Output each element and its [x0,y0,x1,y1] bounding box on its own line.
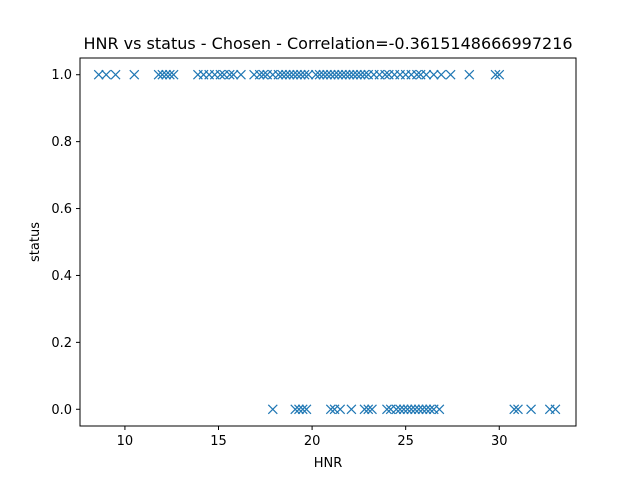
data-point [318,69,329,80]
chart-title: HNR vs status - Chosen - Correlation=-0.… [83,34,572,53]
data-point [267,404,278,415]
data-point [314,69,325,80]
data-point [494,69,505,80]
x-axis-label: HNR [314,456,343,471]
data-point [153,69,164,80]
data-point [421,404,432,415]
data-points [93,69,561,415]
data-point [359,69,370,80]
data-point [161,69,172,80]
data-point [395,404,405,415]
data-point [509,404,520,415]
data-point [292,69,303,80]
data-point [301,404,312,415]
data-point [322,69,332,80]
data-point [295,69,306,80]
data-point [490,69,501,80]
data-point [417,404,428,415]
data-point [526,404,537,415]
data-point [310,69,321,80]
x-tick-label: 15 [210,434,227,449]
data-point [333,69,344,80]
y-tick-label: 0.4 [51,269,72,284]
data-point [402,404,413,415]
plot-area-frame [79,57,577,427]
y-axis-ticks: 0.0 0.2 0.4 0.6 0.8 1.0 [51,68,80,418]
data-point [380,69,391,80]
data-point [410,404,420,415]
data-point [303,69,314,80]
data-point [335,404,346,415]
data-point [348,69,359,80]
data-point [325,69,336,80]
x-tick-label: 10 [117,434,134,449]
data-point [337,69,347,80]
data-point [290,404,301,415]
data-point [254,69,265,80]
data-point [340,69,351,80]
data-point [359,404,370,415]
x-tick-label: 20 [304,434,321,449]
y-tick-label: 1.0 [51,68,72,83]
data-point [284,69,295,80]
x-axis-ticks: 10 15 20 25 30 [117,426,508,449]
data-point [164,69,175,80]
data-point [367,404,377,415]
data-point [434,404,445,415]
data-point [346,404,357,415]
data-point [421,69,432,80]
data-point [550,404,561,415]
data-point [224,69,235,80]
y-tick-label: 0.8 [51,135,72,150]
data-point [277,69,288,80]
data-point [344,69,355,80]
data-point [299,69,310,80]
data-point [236,69,246,80]
data-point [428,69,439,80]
y-axis-label: status [28,222,43,262]
data-point [294,404,304,415]
data-point [168,69,179,80]
data-point [513,404,523,415]
data-point [325,404,336,415]
data-point [101,69,112,80]
data-point [329,69,340,80]
data-point [215,69,226,80]
data-point [436,69,447,80]
data-point [391,404,402,415]
data-point [425,404,435,415]
data-point [228,69,239,80]
data-point [129,69,140,80]
x-tick-label: 25 [397,434,414,449]
data-point [363,404,374,415]
data-point [273,69,284,80]
data-point [411,69,422,80]
y-tick-label: 0.2 [51,336,72,351]
data-point [445,69,456,80]
data-point [93,69,104,80]
data-point [413,404,424,415]
data-point [382,404,392,415]
data-point [288,69,299,80]
data-point [464,69,475,80]
data-point [157,69,168,80]
y-tick-label: 0.6 [51,202,72,217]
data-point [355,69,366,80]
data-point [352,69,362,80]
data-point [280,69,291,80]
data-point [297,404,308,415]
data-point [406,404,417,415]
x-tick-label: 30 [491,434,508,449]
data-point [398,404,409,415]
data-point [258,69,269,80]
y-tick-label: 0.0 [51,403,72,418]
data-point [110,69,121,80]
